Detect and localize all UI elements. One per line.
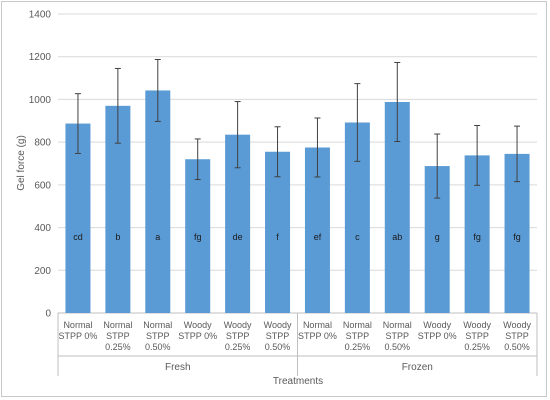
group-label: Fresh [165,362,191,373]
bar [185,159,211,313]
significance-letter: g [435,232,440,242]
group-label: Frozen [402,362,433,373]
y-axis-title: Gel force (g) [16,135,27,191]
x-tick-label: STPP 0% [298,331,337,341]
x-tick-label: 0.25% [105,342,131,352]
y-tick-label: 200 [34,266,51,277]
x-tick-label: 0.50% [265,342,291,352]
x-tick-label: STPP [505,331,529,341]
x-tick-label: 0.25% [464,342,490,352]
y-tick-label: 400 [34,223,51,234]
x-tick-label: STPP [346,331,370,341]
significance-letter: a [155,232,160,242]
x-tick-label: Normal [143,320,172,330]
significance-letter: fg [513,232,521,242]
significance-letter: cd [73,232,83,242]
significance-letter: f [276,232,279,242]
y-tick-label: 1000 [29,95,52,106]
x-tick-label: Woody [224,320,252,330]
bar [65,123,91,314]
x-tick-label: STPP 0% [59,331,98,341]
x-tick-label: Woody [503,320,531,330]
x-tick-label: Normal [383,320,412,330]
significance-letter: b [115,232,120,242]
x-tick-label: Normal [103,320,132,330]
x-tick-label: 0.50% [145,342,171,352]
y-tick-label: 600 [34,180,51,191]
x-tick-label: STPP 0% [178,331,217,341]
bar [265,151,291,313]
x-tick-label: STPP [106,331,130,341]
x-tick-label: Woody [264,320,292,330]
x-tick-label: Normal [63,320,92,330]
significance-letter: fg [473,232,481,242]
x-tick-label: STPP [226,331,250,341]
x-tick-label: STPP 0% [418,331,457,341]
significance-letter: ab [392,232,402,242]
significance-letter: c [355,232,360,242]
x-tick-label: STPP [386,331,410,341]
x-tick-label: 0.25% [345,342,371,352]
significance-letter: de [233,232,243,242]
y-tick-label: 800 [34,138,51,149]
x-tick-label: Woody [423,320,451,330]
y-tick-label: 1200 [29,52,52,63]
significance-letter: ef [314,232,322,242]
x-axis-title: Treatments [273,376,323,387]
x-tick-label: Normal [343,320,372,330]
x-tick-label: Woody [184,320,212,330]
y-tick-label: 1400 [29,10,52,21]
x-tick-label: 0.25% [225,342,251,352]
x-tick-label: 0.50% [504,342,530,352]
bar [145,90,171,313]
x-tick-label: 0.50% [385,342,411,352]
x-tick-label: Woody [463,320,491,330]
y-tick-label: 0 [45,309,51,320]
x-tick-label: STPP [465,331,489,341]
x-tick-label: Normal [303,320,332,330]
significance-letter: fg [194,232,202,242]
x-tick-label: STPP [146,331,170,341]
x-tick-label: STPP [266,331,290,341]
